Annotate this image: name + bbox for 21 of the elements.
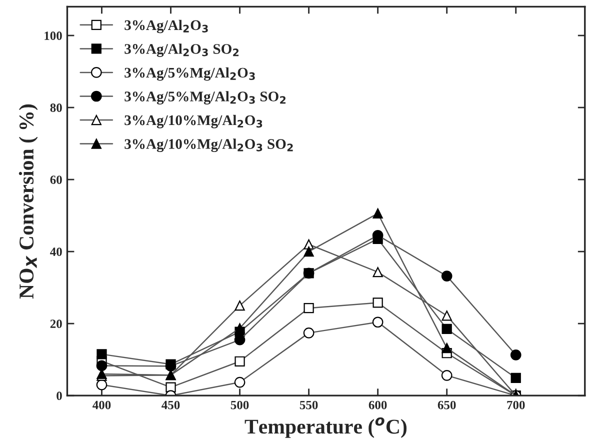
y-tick-label: 40 [50,248,62,256]
y-tick-label: 80 [50,104,62,112]
y-tick-label: 20 [50,320,62,328]
legend-label: 3%Ag/5%Mg/Al$_{2}$O$_{3}$ [124,67,255,81]
y-tick-label: 60 [50,176,62,184]
legend-label: 3%Ag/10%Mg/Al$_{2}$O$_{3}$ [124,114,262,128]
y-tick-label: 100 [44,32,62,40]
y-tick-label: 0 [56,392,62,400]
x-tick-label: 400 [92,400,111,410]
x-tick-label: 600 [368,400,387,410]
x-tick-label: 700 [507,400,525,410]
x-tick-label: 550 [300,400,318,410]
legend-label: 3%Ag/5%Mg/Al$_{2}$O$_{3}$ SO$_{2}$ [124,91,286,104]
x-tick-label: 650 [438,400,456,410]
legend-label: 3%Ag/Al$_{2}$O$_{3}$ SO$_{2}$ [124,44,239,57]
legend-label: 3%Ag/10%Mg/Al$_{2}$O$_{3}$ SO$_{2}$ [124,138,293,152]
legend-label: 3%Ag/Al$_{2}$O$_{3}$ [124,20,208,34]
x-axis-title: Temperature ($^{o}$C) [244,417,407,438]
x-tick-label: 500 [230,400,249,410]
y-axis-title: NO$_{X}$ Conversion ( %) [18,104,38,299]
x-tick-label: 450 [162,400,180,410]
